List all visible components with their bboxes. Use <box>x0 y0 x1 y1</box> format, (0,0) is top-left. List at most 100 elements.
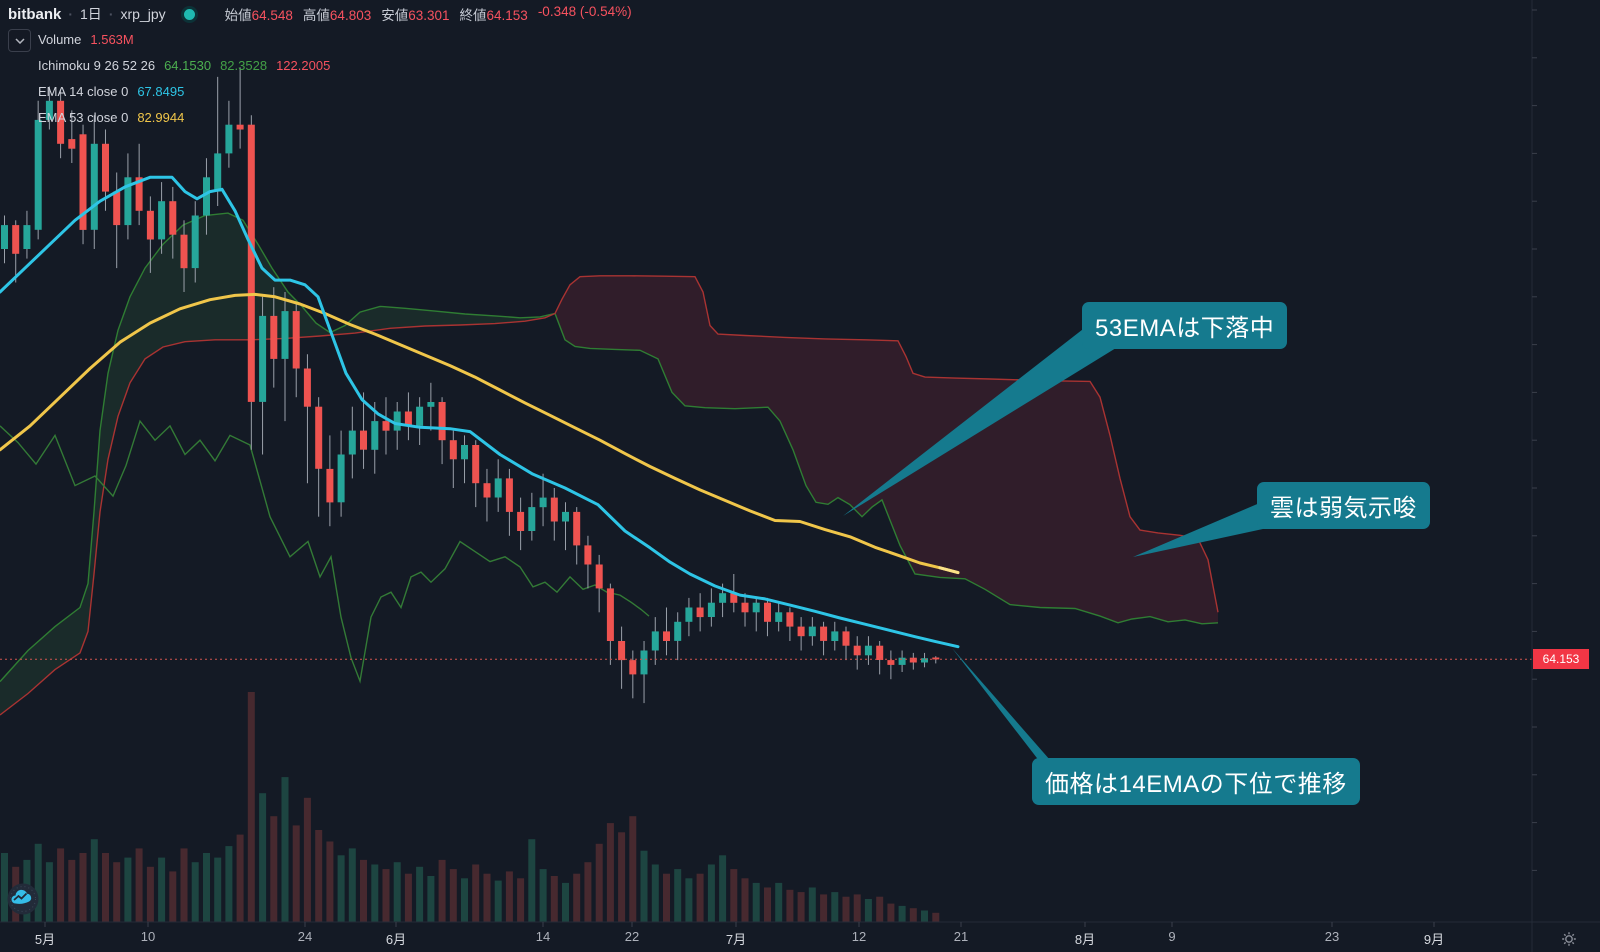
symbol-label[interactable]: xrp_jpy <box>120 6 166 22</box>
volume-bar <box>337 855 345 922</box>
volume-bar <box>180 848 188 922</box>
candle <box>820 626 828 641</box>
volume-bar <box>820 894 828 922</box>
volume-bar <box>651 864 659 922</box>
volume-bar <box>90 839 98 922</box>
candle <box>79 134 87 230</box>
legend-row-ichimoku[interactable]: Ichimoku 9 26 52 26 64.1530 82.3528 122.… <box>38 58 330 73</box>
volume-bar <box>898 905 906 922</box>
time-axis-label: 22 <box>624 929 640 944</box>
volume-bar <box>449 869 457 922</box>
volume-bar <box>584 862 592 922</box>
ichimoku-label: Ichimoku 9 26 52 26 <box>38 58 156 73</box>
candle <box>360 430 367 450</box>
candle <box>707 602 715 617</box>
volume-bar <box>505 871 513 922</box>
ichimoku-value-1: 64.1530 <box>164 58 212 73</box>
time-axis-label: 12 <box>851 929 867 944</box>
candle <box>203 177 210 216</box>
price-axis[interactable]: 200.000190.000180.000170.000160.000150.0… <box>1532 0 1600 922</box>
candle <box>337 454 345 503</box>
header-separator: · <box>68 6 74 22</box>
annotation-53ema[interactable]: 53EMAは下落中 <box>1082 302 1288 349</box>
volume-bar <box>1 853 8 922</box>
last-price-label: 64.153 <box>1533 649 1589 670</box>
time-axis-label: 14 <box>535 929 551 944</box>
candle <box>416 406 424 426</box>
change-value: -0.348 (-0.54%) <box>537 4 632 19</box>
chevron-down-icon <box>14 37 25 44</box>
volume-bar <box>730 869 738 922</box>
ema14-label: EMA 14 close 0 <box>38 84 129 99</box>
annotation-cloud[interactable]: 雲は弱気示唆 <box>1257 482 1430 529</box>
candle <box>550 497 558 522</box>
candle <box>45 100 53 120</box>
tradingview-logo[interactable] <box>6 882 40 916</box>
ema14-value: 67.8495 <box>137 84 185 99</box>
candle <box>606 588 614 641</box>
volume-bar <box>528 839 536 922</box>
open-value: 64.548 <box>251 8 293 23</box>
time-axis-label: 5月 <box>34 932 56 947</box>
candle <box>640 650 648 675</box>
candle <box>23 225 31 249</box>
candle <box>853 645 861 656</box>
volume-bar <box>674 869 682 922</box>
candle <box>34 119 42 230</box>
candle <box>348 430 356 455</box>
candle <box>898 657 906 665</box>
annotation-14ema[interactable]: 価格は14EMAの下位で推移 <box>1032 758 1360 805</box>
volume-bar <box>146 866 154 922</box>
volume-bar <box>57 848 65 922</box>
volume-bar <box>921 910 928 922</box>
legend-collapse-button[interactable] <box>8 29 31 52</box>
candle <box>505 478 513 512</box>
volume-bar <box>808 887 816 922</box>
ichimoku-value-3: 122.2005 <box>276 58 331 73</box>
exchange-name: bitbank <box>8 5 62 23</box>
candle <box>461 445 468 460</box>
candle <box>719 593 727 603</box>
volume-bar <box>326 841 334 922</box>
legend-row-ema53[interactable]: EMA 53 close 0 82.9944 <box>38 110 184 125</box>
candle <box>483 483 491 498</box>
candle <box>102 143 109 192</box>
time-axis-label: 23 <box>1324 929 1340 944</box>
candle <box>786 612 794 627</box>
candle <box>808 626 816 637</box>
candle <box>281 311 289 359</box>
volume-bar <box>281 777 289 922</box>
volume-bar <box>393 862 401 922</box>
volume-bar <box>236 834 244 922</box>
volume-bar <box>416 866 424 922</box>
candle <box>528 507 536 531</box>
candle <box>595 564 603 589</box>
axis-settings-button[interactable] <box>1558 929 1580 949</box>
legend-row-ema14[interactable]: EMA 14 close 0 67.8495 <box>38 84 184 99</box>
volume-bar <box>539 869 547 922</box>
candle <box>303 368 311 407</box>
volume-bar <box>696 873 704 922</box>
candle <box>12 225 20 254</box>
volume-bar <box>483 873 491 922</box>
candle <box>685 607 693 622</box>
candle <box>797 626 805 637</box>
legend-row-volume[interactable]: Volume 1.563M <box>38 32 134 47</box>
candle <box>371 421 379 450</box>
candle <box>180 234 188 269</box>
header-separator: · <box>108 6 114 22</box>
volume-bar <box>853 894 861 922</box>
volume-bar <box>719 855 727 922</box>
volume-bar <box>169 871 177 922</box>
time-axis-label: 9月 <box>1423 932 1445 947</box>
volume-bar <box>292 825 300 922</box>
interval-label[interactable]: 1日 <box>80 6 102 22</box>
volume-bar <box>932 912 940 922</box>
ema53-value: 82.9944 <box>137 110 185 125</box>
candle <box>135 177 143 211</box>
volume-bar <box>360 859 367 922</box>
volume-bar <box>203 853 210 922</box>
volume-bar <box>472 864 480 922</box>
time-axis[interactable]: 5月 10 24 6月 14 22 7月 12 21 8月 9 23 9月 <box>0 922 1532 952</box>
